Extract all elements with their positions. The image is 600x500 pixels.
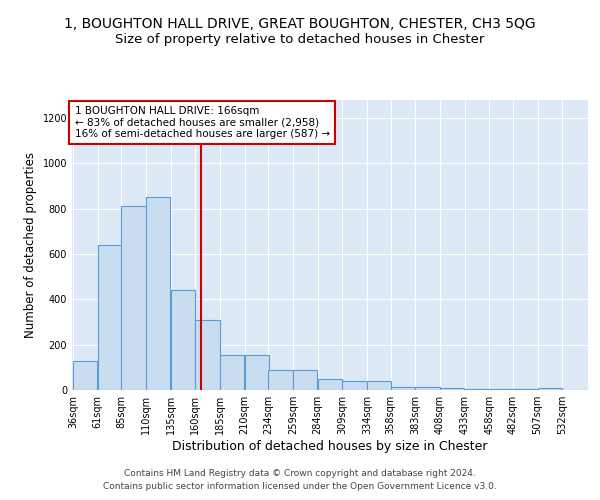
Bar	[268, 370, 293, 390]
X-axis label: Distribution of detached houses by size in Chester: Distribution of detached houses by size …	[172, 440, 488, 453]
Text: 1, BOUGHTON HALL DRIVE, GREAT BOUGHTON, CHESTER, CH3 5QG: 1, BOUGHTON HALL DRIVE, GREAT BOUGHTON, …	[64, 18, 536, 32]
Text: Contains HM Land Registry data © Crown copyright and database right 2024.: Contains HM Land Registry data © Crown c…	[124, 468, 476, 477]
Bar	[490, 389, 514, 390]
Bar	[343, 381, 367, 390]
Bar	[245, 355, 269, 390]
Y-axis label: Number of detached properties: Number of detached properties	[24, 152, 37, 338]
Bar	[98, 245, 122, 390]
Bar	[513, 389, 538, 390]
Bar	[73, 360, 97, 390]
Bar	[317, 378, 342, 390]
Bar	[367, 381, 391, 390]
Bar	[293, 370, 317, 390]
Bar	[440, 388, 464, 390]
Bar	[464, 389, 489, 390]
Text: Contains public sector information licensed under the Open Government Licence v3: Contains public sector information licen…	[103, 482, 497, 491]
Bar	[220, 355, 244, 390]
Bar	[196, 320, 220, 390]
Bar	[121, 206, 146, 390]
Bar	[391, 386, 415, 390]
Bar	[170, 290, 195, 390]
Bar	[146, 198, 170, 390]
Bar	[415, 386, 440, 390]
Text: Size of property relative to detached houses in Chester: Size of property relative to detached ho…	[115, 32, 485, 46]
Text: 1 BOUGHTON HALL DRIVE: 166sqm
← 83% of detached houses are smaller (2,958)
16% o: 1 BOUGHTON HALL DRIVE: 166sqm ← 83% of d…	[74, 106, 330, 139]
Bar	[538, 388, 562, 390]
